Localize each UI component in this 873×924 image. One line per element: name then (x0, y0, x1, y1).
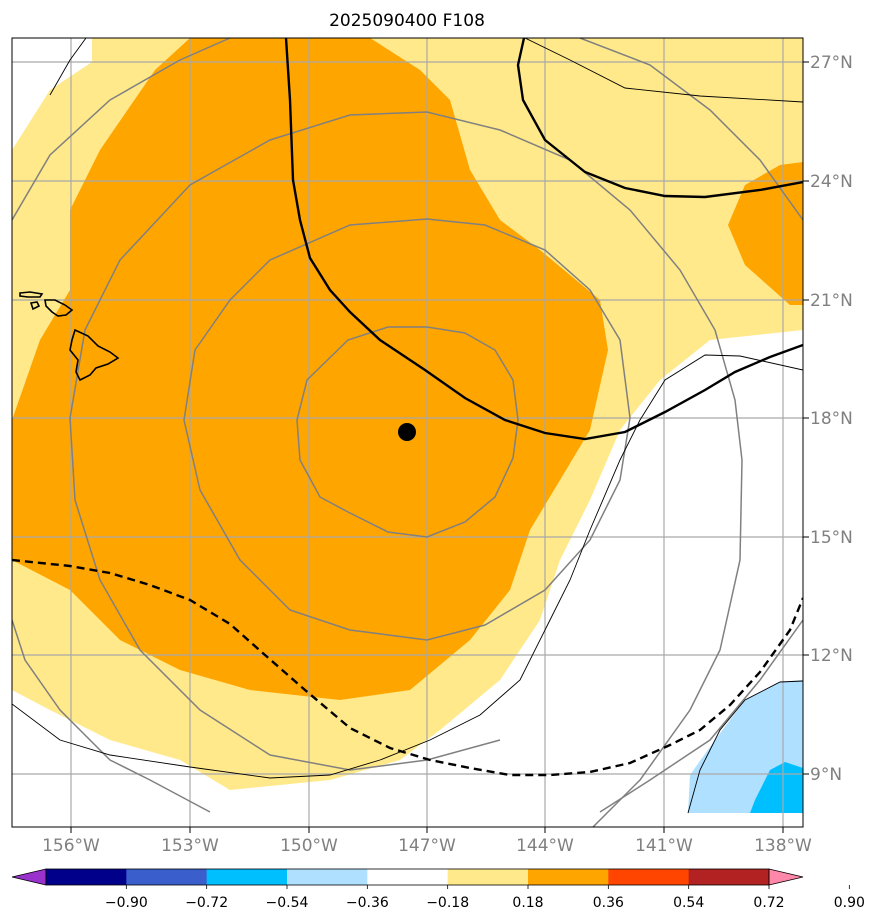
map-title: 2025090400 F108 (329, 11, 485, 31)
field-orange-east (728, 162, 803, 305)
colorbar-segment (367, 869, 449, 885)
dashed-contour (12, 558, 803, 777)
colorbar-segment (206, 869, 288, 885)
colorbar-label: −0.72 (185, 895, 228, 911)
lon-label-150w: 150°W (280, 836, 338, 856)
colorbar-label: −0.18 (426, 895, 469, 911)
colorbar-segment (608, 869, 690, 885)
lat-label-9n: 9°N (810, 765, 842, 785)
island-kauai (19, 291, 44, 298)
storm-center-marker (398, 423, 416, 441)
lon-label-156w: 156°W (42, 836, 100, 856)
colorbar-label: −0.90 (105, 895, 148, 911)
lon-label-138w: 138°W (754, 836, 812, 856)
colorbar-extend-low (11, 868, 47, 886)
lat-label-21n: 21°N (810, 291, 853, 311)
range-ring-4d (599, 619, 803, 813)
field-orange (12, 38, 608, 700)
plot-frame (11, 37, 804, 828)
colorbar-segment (447, 869, 529, 885)
island-hawaii (69, 328, 120, 382)
lon-label-153w: 153°W (161, 836, 219, 856)
lat-label-12n: 12°N (810, 646, 853, 666)
colorbar-segment (688, 869, 770, 885)
colorbar-label: 0.36 (593, 895, 624, 911)
colorbar-segment (46, 869, 127, 885)
colorbar-label: 0.90 (834, 895, 865, 911)
lat-label-24n: 24°N (810, 172, 853, 192)
range-ring-4b (579, 38, 803, 221)
lon-label-144w: 144°W (516, 836, 574, 856)
range-ring-4 (12, 38, 231, 221)
lat-label-15n: 15°N (810, 528, 853, 548)
graticule (12, 38, 803, 827)
colorbar-extend-high (768, 868, 804, 886)
colorbar-frame (45, 868, 770, 886)
lon-label-141w: 141°W (635, 836, 693, 856)
range-rings (12, 38, 803, 827)
x-axis: 156°W 153°W 150°W 147°W 144°W 141°W 138°… (42, 827, 812, 856)
range-ring-4c (12, 619, 211, 813)
colorbar-label: −0.54 (266, 895, 309, 911)
colorbar-segment (126, 869, 208, 885)
colorbar-label: −0.36 (346, 895, 389, 911)
colorbar-label: 0.54 (673, 895, 704, 911)
island-maui-group (44, 299, 74, 317)
colorbar-segment (287, 869, 368, 885)
range-ring-1 (296, 326, 519, 538)
plot-area (12, 38, 803, 827)
y-axis: 27°N 24°N 21°N 18°N 15°N 12°N 9°N (803, 53, 853, 785)
range-ring-3 (69, 111, 743, 827)
colorbar-label: 0.72 (753, 895, 784, 911)
colorbar-segment (528, 869, 609, 885)
island-oahu (29, 301, 41, 311)
range-ring-2 (183, 218, 631, 641)
thin-contours (12, 38, 803, 814)
hawaiian-islands (19, 291, 120, 382)
colorbar: −0.90 −0.72 −0.54 −0.36 −0.18 0.18 0.36 0.54 0.7… (11, 868, 865, 911)
thick-contours (284, 38, 803, 441)
lat-label-27n: 27°N (810, 53, 853, 73)
lat-label-18n: 18°N (810, 409, 853, 429)
field-sky-blue (750, 762, 803, 813)
lon-label-147w: 147°W (398, 836, 456, 856)
colorbar-label: 0.18 (512, 895, 543, 911)
